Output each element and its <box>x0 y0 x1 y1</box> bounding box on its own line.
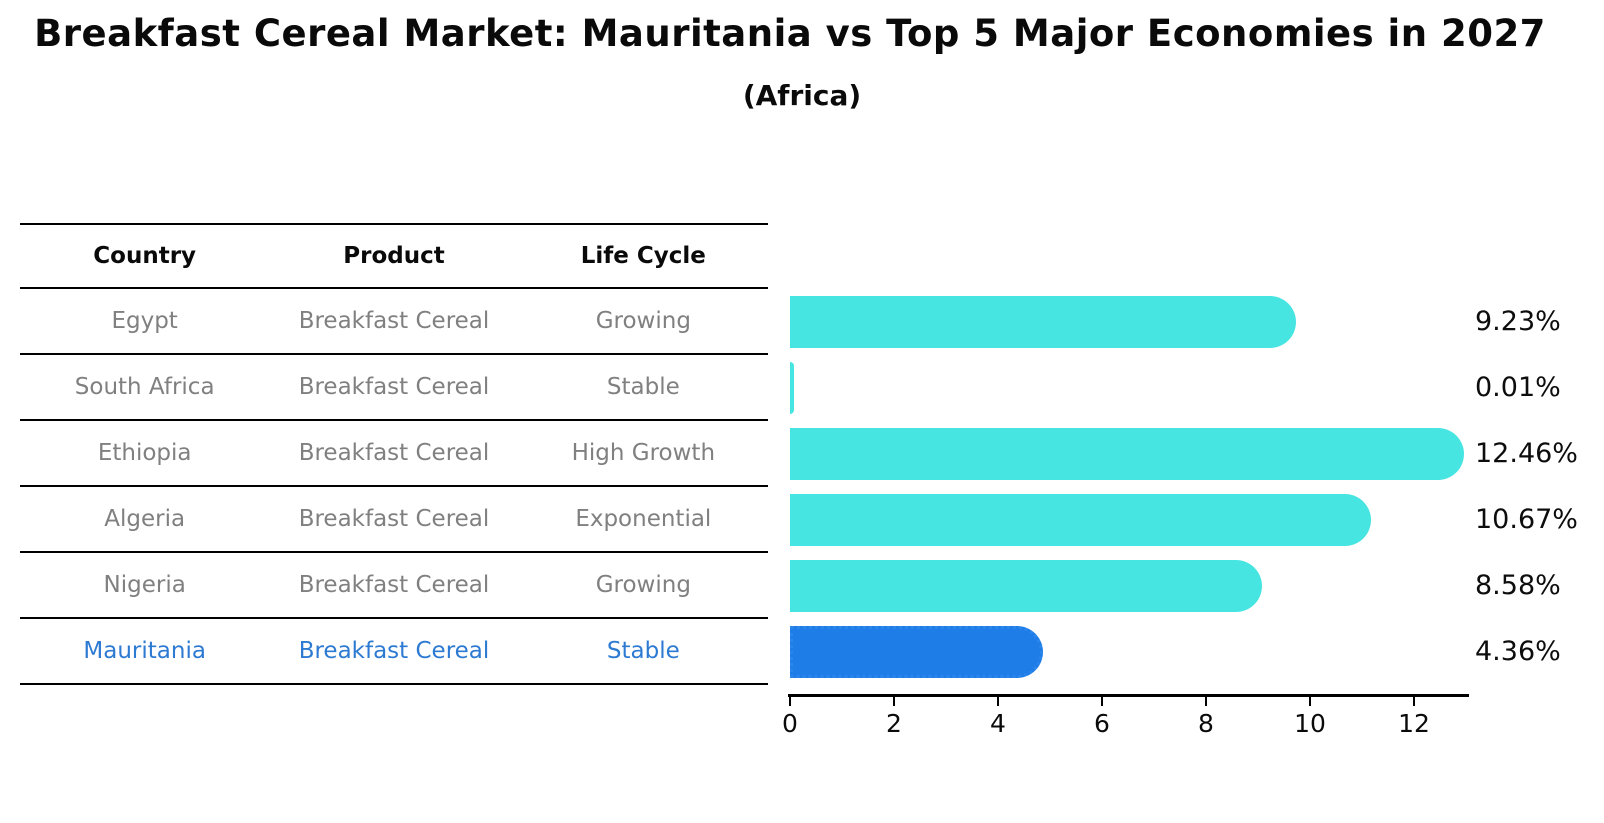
bar-highlight-mauritania <box>790 626 1043 678</box>
table-row: Ethiopia Breakfast Cereal High Growth <box>20 421 768 487</box>
table-cell-country: Nigeria <box>103 572 186 598</box>
x-tick-mark <box>1101 697 1103 706</box>
table-cell-life-cycle: Growing <box>595 572 691 598</box>
table-cell-country: Ethiopia <box>97 440 192 466</box>
table-row: Nigeria Breakfast Cereal Growing <box>20 553 768 619</box>
x-tick-mark <box>789 697 791 706</box>
table-header-product: Product <box>343 243 445 269</box>
x-tick-mark <box>1413 697 1415 706</box>
chart-subtitle: (Africa) <box>742 79 862 112</box>
table-cell-country: South Africa <box>74 374 215 400</box>
x-tick-mark <box>997 697 999 706</box>
table-body: Egypt Breakfast Cereal Growing South Africa… <box>20 289 768 685</box>
bar-value-label: 9.23% <box>1475 306 1561 337</box>
table-cell-life-cycle: Stable <box>606 374 680 400</box>
x-tick-label: 0 <box>782 709 798 738</box>
table-cell-country: Egypt <box>111 308 178 334</box>
x-tick-label: 8 <box>1198 709 1214 738</box>
x-tick-mark <box>1309 697 1311 706</box>
table-cell-life-cycle: Exponential <box>575 506 712 532</box>
chart-title: Breakfast Cereal Market: Mauritania vs T… <box>34 12 1546 55</box>
bar-egypt <box>790 296 1296 348</box>
x-tick-label: 10 <box>1294 709 1326 738</box>
table-cell-product: Breakfast Cereal <box>298 638 490 664</box>
bar-ethiopia <box>790 428 1464 480</box>
table-cell-life-cycle: Stable <box>606 638 680 664</box>
bar-value-label: 12.46% <box>1475 438 1578 469</box>
x-tick-mark <box>893 697 895 706</box>
table-header-life-cycle: Life Cycle <box>580 243 706 269</box>
table-cell-product: Breakfast Cereal <box>298 374 490 400</box>
bar-value-label: 0.01% <box>1475 372 1561 403</box>
table-cell-country: Algeria <box>104 506 186 532</box>
x-tick-label: 12 <box>1398 709 1430 738</box>
table-row: Mauritania Breakfast Cereal Stable <box>20 619 768 685</box>
table-cell-product: Breakfast Cereal <box>298 572 490 598</box>
table-header-country: Country <box>93 243 197 269</box>
table-cell-country: Mauritania <box>83 638 206 664</box>
bar-value-label: 8.58% <box>1475 570 1561 601</box>
bar-nigeria <box>790 560 1262 612</box>
table-cell-product: Breakfast Cereal <box>298 308 490 334</box>
table-cell-product: Breakfast Cereal <box>298 506 490 532</box>
x-tick-label: 6 <box>1094 709 1110 738</box>
table-header-row: Country Product Life Cycle <box>20 223 768 289</box>
country-table: Country Product Life Cycle Egypt Breakfas… <box>20 223 768 685</box>
bar-value-label: 4.36% <box>1475 636 1561 667</box>
table-row: South Africa Breakfast Cereal Stable <box>20 355 768 421</box>
bar-value-label: 10.67% <box>1475 504 1578 535</box>
table-cell-product: Breakfast Cereal <box>298 440 490 466</box>
table-row: Egypt Breakfast Cereal Growing <box>20 289 768 355</box>
x-axis <box>788 694 1469 697</box>
bar-south-africa <box>790 362 794 414</box>
table-cell-life-cycle: Growing <box>595 308 691 334</box>
table-cell-life-cycle: High Growth <box>571 440 716 466</box>
table-row: Algeria Breakfast Cereal Exponential <box>20 487 768 553</box>
x-tick-label: 4 <box>990 709 1006 738</box>
bar-algeria <box>790 494 1371 546</box>
x-tick-label: 2 <box>886 709 902 738</box>
x-tick-mark <box>1205 697 1207 706</box>
